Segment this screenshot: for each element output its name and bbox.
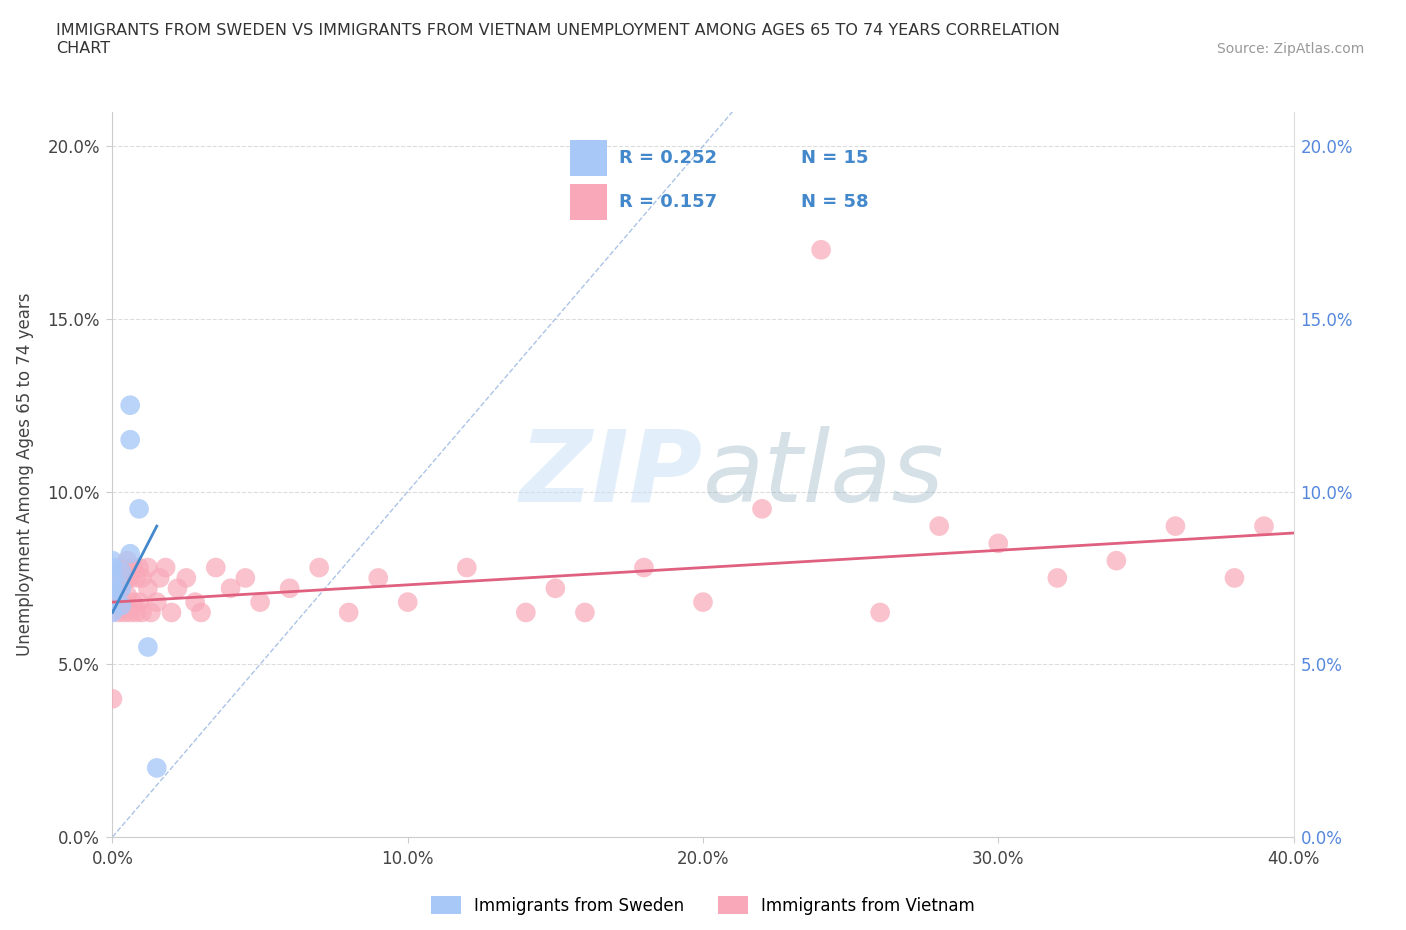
Point <box>101 560 124 575</box>
Point <box>110 594 132 609</box>
Point <box>122 594 145 609</box>
Point <box>110 581 132 596</box>
Point <box>131 570 153 585</box>
Point <box>166 581 188 596</box>
Point <box>1105 553 1128 568</box>
Point <box>120 546 142 561</box>
Point <box>1253 519 1275 534</box>
Point <box>515 605 537 620</box>
Point <box>219 581 242 596</box>
Point <box>367 570 389 585</box>
Point <box>1046 570 1069 585</box>
Point <box>128 560 150 575</box>
Point <box>146 761 169 776</box>
Point <box>110 560 132 575</box>
Point <box>1223 570 1246 585</box>
Point <box>125 605 148 620</box>
Point <box>112 605 135 620</box>
Point <box>160 605 183 620</box>
Point <box>149 570 172 585</box>
Point <box>120 605 142 620</box>
Point <box>136 581 159 596</box>
Point <box>396 594 419 609</box>
Point <box>110 581 132 596</box>
Point <box>101 570 124 585</box>
Point <box>174 570 197 585</box>
Point <box>184 594 207 609</box>
Point <box>308 560 330 575</box>
Point <box>456 560 478 575</box>
Point <box>205 560 228 575</box>
Point <box>101 588 124 603</box>
Point <box>136 640 159 655</box>
Point <box>101 605 124 620</box>
Point <box>928 519 950 534</box>
Point <box>987 536 1010 551</box>
Point <box>574 605 596 620</box>
Point <box>139 605 162 620</box>
Point <box>120 432 142 447</box>
Point <box>128 501 150 516</box>
Text: IMMIGRANTS FROM SWEDEN VS IMMIGRANTS FROM VIETNAM UNEMPLOYMENT AMONG AGES 65 TO : IMMIGRANTS FROM SWEDEN VS IMMIGRANTS FRO… <box>56 23 1060 56</box>
Point <box>692 594 714 609</box>
Point <box>120 398 142 413</box>
Point <box>278 581 301 596</box>
Point <box>110 564 132 578</box>
Point <box>125 570 148 585</box>
Point <box>190 605 212 620</box>
Point <box>101 581 124 596</box>
Point <box>136 560 159 575</box>
Point <box>107 570 129 585</box>
Point <box>249 594 271 609</box>
Point <box>110 598 132 613</box>
Point <box>101 691 124 706</box>
Point <box>751 501 773 516</box>
Point <box>633 560 655 575</box>
Point <box>117 553 138 568</box>
Point <box>233 570 256 585</box>
Point <box>1164 519 1187 534</box>
Point <box>120 570 142 585</box>
Point <box>544 581 567 596</box>
Point <box>101 553 124 568</box>
Point <box>131 605 153 620</box>
Point <box>146 594 169 609</box>
Point <box>122 560 145 575</box>
Point <box>337 605 360 620</box>
Point <box>869 605 891 620</box>
Text: atlas: atlas <box>703 426 945 523</box>
Point <box>107 605 129 620</box>
Point <box>810 243 832 258</box>
Point <box>155 560 177 575</box>
Text: Source: ZipAtlas.com: Source: ZipAtlas.com <box>1216 42 1364 56</box>
Y-axis label: Unemployment Among Ages 65 to 74 years: Unemployment Among Ages 65 to 74 years <box>15 293 34 656</box>
Point <box>117 588 138 603</box>
Point <box>101 588 124 603</box>
Text: ZIP: ZIP <box>520 426 703 523</box>
Point <box>128 594 150 609</box>
Point <box>117 570 138 585</box>
Point <box>112 570 135 585</box>
Legend: Immigrants from Sweden, Immigrants from Vietnam: Immigrants from Sweden, Immigrants from … <box>423 888 983 923</box>
